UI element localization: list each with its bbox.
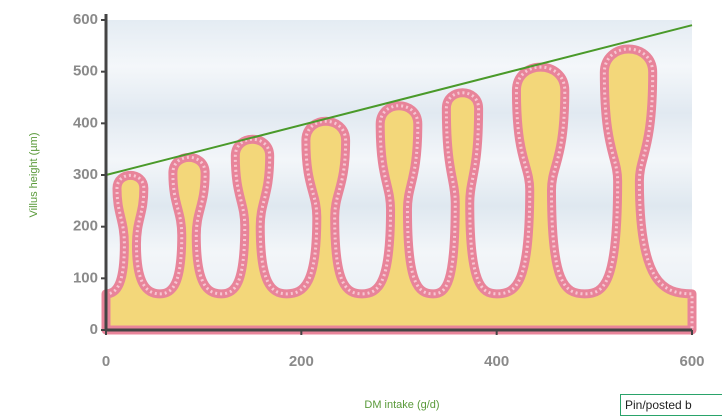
y-tick-label: 500	[73, 63, 98, 80]
y-tick-label: 100	[73, 269, 98, 286]
x-tick-label: 200	[289, 353, 314, 370]
villi-cells	[104, 47, 694, 332]
y-tick-label: 0	[90, 321, 98, 338]
x-tick-label: 400	[484, 353, 509, 370]
y-tick-label: 300	[73, 166, 98, 183]
pin-badge[interactable]: Pin/posted b	[620, 394, 722, 416]
y-tick-label: 200	[73, 218, 98, 235]
y-axis-label: Villus height (µm)	[28, 133, 40, 218]
y-tick-label: 600	[73, 11, 98, 28]
trend-line	[105, 24, 693, 176]
x-axis-label: DM intake (g/d)	[364, 399, 439, 411]
x-tick-label: 0	[102, 353, 110, 370]
plot-area	[101, 24, 697, 335]
y-tick-label: 400	[73, 114, 98, 131]
x-tick-label: 600	[679, 353, 704, 370]
